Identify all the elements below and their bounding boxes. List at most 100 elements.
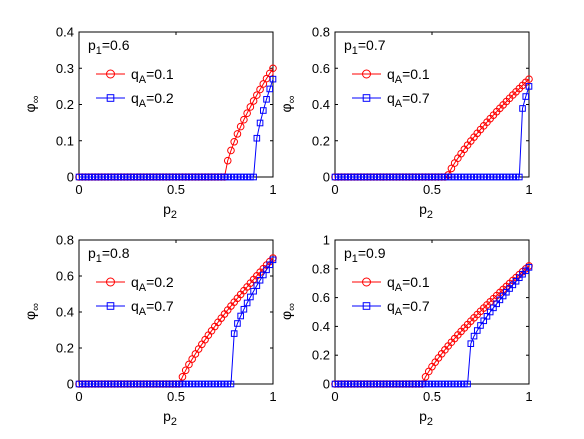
y-tick-label: 0.8 <box>312 25 330 40</box>
data-point <box>240 115 248 124</box>
x-tick-label: 0 <box>331 389 338 404</box>
data-point <box>181 366 190 375</box>
y-tick-label: 0 <box>67 170 74 185</box>
p1-annotation: p1=0.9 <box>344 245 386 265</box>
series-line <box>335 78 530 178</box>
y-axis-label: φ∞ <box>22 303 42 320</box>
legend-label: qA=0.1 <box>131 66 174 86</box>
x-tick-label: 0.5 <box>167 389 185 404</box>
y-tick-label: 0.6 <box>312 61 330 76</box>
data-point <box>250 173 257 181</box>
legend-marker <box>106 94 115 102</box>
data-point <box>259 80 268 88</box>
series-2 <box>331 83 533 181</box>
data-point <box>525 264 533 271</box>
x-tick-label: 0.5 <box>423 389 441 404</box>
y-tick-label: 0.1 <box>56 133 74 148</box>
data-point <box>230 137 238 146</box>
legend-label: qA=0.1 <box>387 274 430 294</box>
data-point <box>223 156 232 165</box>
axes-frame <box>78 31 274 178</box>
data-point <box>227 146 235 155</box>
subplot-1: 0 0.5 1 0 0.1 0.2 0.3 0.4 p2 φ∞ p1=0.6qA=0.1 qA=0.2 <box>22 25 277 221</box>
data-point <box>269 256 277 264</box>
y-tick-label: 0.4 <box>312 97 330 112</box>
data-point <box>178 373 187 381</box>
p1-annotation: p1=0.7 <box>344 37 386 57</box>
x-tick-label: 0 <box>331 182 338 197</box>
legend-label: qA=0.2 <box>131 274 174 294</box>
legend-entry-1: qA=0.1 <box>352 66 430 86</box>
legend-marker <box>362 69 371 79</box>
data-point <box>522 93 530 100</box>
subplot-3: 0 0.5 1 0 0.2 0.4 0.6 0.8 p2 φ∞ p1=0.8qA=0.2 qA=0.7 <box>22 233 277 428</box>
y-axis-label: φ∞ <box>278 303 298 320</box>
series-2 <box>75 256 277 388</box>
data-point <box>237 312 244 320</box>
data-point <box>249 97 258 105</box>
p1-annotation: p1=0.8 <box>88 245 130 265</box>
subplot-4: 0 0.5 1 0 0.2 0.4 0.6 0.8 1 p2 φ∞ p1=0.9qA=0.1 qA=0.… <box>278 233 533 428</box>
x-tick-label: 0.5 <box>167 182 185 197</box>
series-2 <box>331 264 533 388</box>
y-axis-label: φ∞ <box>278 96 298 113</box>
data-point <box>236 122 245 131</box>
legend-entry-2: qA=0.7 <box>352 90 430 110</box>
data-point <box>525 75 533 83</box>
data-point <box>185 360 193 369</box>
subplot-2: 0 0.5 1 0 0.2 0.4 0.6 0.8 p2 φ∞ p1=0.7qA=0.1 qA=0.7 <box>278 25 533 221</box>
y-tick-label: 0.3 <box>56 61 74 76</box>
y-axis-label: φ∞ <box>22 96 42 113</box>
y-tick-label: 0 <box>323 170 330 185</box>
data-point <box>525 83 533 90</box>
legend-marker <box>106 69 115 79</box>
series-1 <box>331 75 533 181</box>
series-1 <box>75 254 277 388</box>
data-point <box>243 109 251 118</box>
data-point <box>519 105 526 112</box>
series-line <box>79 257 274 385</box>
data-point <box>260 107 267 114</box>
legend-marker <box>362 277 371 287</box>
data-point <box>464 380 471 388</box>
data-point <box>263 96 270 103</box>
data-point <box>269 75 277 83</box>
data-point <box>266 85 274 93</box>
y-tick-label: 0 <box>323 377 330 392</box>
data-point <box>234 320 241 327</box>
p1-annotation: p1=0.6 <box>88 37 130 57</box>
data-point <box>240 305 248 313</box>
x-axis-label: p2 <box>163 408 177 428</box>
data-point <box>253 91 261 99</box>
legend-entry-2: qA=0.2 <box>96 90 174 110</box>
legend-marker <box>106 277 115 287</box>
data-point <box>230 330 238 337</box>
data-point <box>256 85 264 94</box>
data-point <box>246 103 255 111</box>
series-1 <box>331 262 533 388</box>
x-tick-label: 1 <box>269 389 276 404</box>
x-tick-label: 1 <box>525 182 532 197</box>
x-tick-label: 1 <box>269 182 276 197</box>
y-tick-label: 0.2 <box>312 348 330 363</box>
x-tick-label: 0 <box>75 182 82 197</box>
y-tick-label: 1 <box>323 233 330 248</box>
y-tick-label: 0.2 <box>56 341 74 356</box>
legend-marker <box>362 302 371 310</box>
data-point <box>447 164 456 173</box>
y-tick-label: 0.8 <box>312 261 330 276</box>
legend-entry-1: qA=0.2 <box>96 274 174 294</box>
x-tick-label: 1 <box>525 389 532 404</box>
legend-label: qA=0.7 <box>387 298 430 318</box>
legend-label: qA=0.2 <box>131 90 174 110</box>
y-tick-label: 0.6 <box>56 269 74 284</box>
series-1 <box>75 64 277 181</box>
x-axis-label: p2 <box>419 408 433 428</box>
x-axis-label: p2 <box>163 201 177 221</box>
data-point <box>227 380 235 388</box>
data-point <box>516 173 523 181</box>
data-point <box>233 130 242 138</box>
data-point <box>467 340 475 347</box>
legend-label: qA=0.1 <box>387 66 430 86</box>
